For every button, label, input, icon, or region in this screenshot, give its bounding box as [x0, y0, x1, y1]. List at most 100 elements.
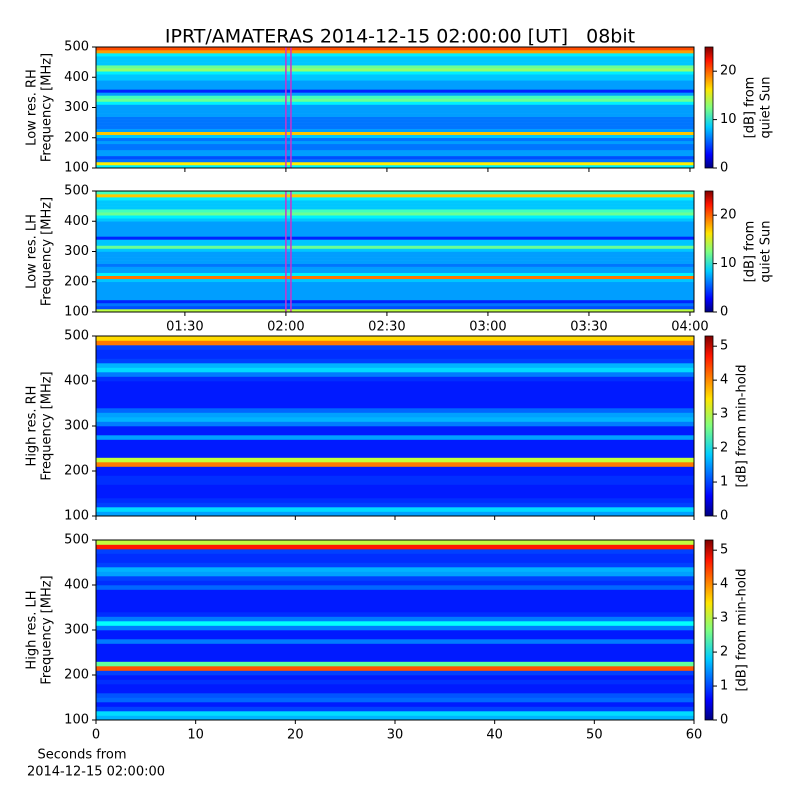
spectrum-band	[96, 65, 694, 69]
colorbar-tick-label: 4	[720, 577, 728, 592]
spectrum-band	[96, 340, 694, 346]
spectrum-band	[96, 643, 694, 649]
colorbar-tick-label: 3	[720, 611, 728, 626]
x-tick-label: 01:30	[166, 320, 203, 335]
spectrum-band	[96, 134, 694, 139]
y-tick-label: 300	[64, 623, 89, 638]
y-tick-label: 300	[64, 244, 89, 259]
spectrum-band	[96, 275, 694, 280]
spectrum-band	[96, 706, 694, 712]
spectrum-band	[96, 239, 694, 243]
spectrum-band	[96, 354, 694, 359]
spectrum-band	[96, 230, 694, 234]
spectrum-band	[96, 598, 694, 604]
spectrum-band	[96, 56, 694, 60]
spectrum-band	[96, 209, 694, 213]
spectrum-band	[96, 248, 694, 252]
colorbar-tick-label: 4	[720, 373, 728, 388]
spectrum-band	[96, 688, 694, 694]
spectrum-band	[96, 589, 694, 595]
spectrum-band	[96, 358, 694, 364]
colorbar-tick-label: 2	[720, 645, 728, 660]
spectrum-band	[96, 164, 694, 169]
y-axis-label: Frequency [MHz]	[40, 371, 55, 480]
colorbar-tick-label: 10	[720, 256, 737, 271]
y-axis-label: Frequency [MHz]	[40, 575, 55, 684]
y-axis-label: High res. RH	[25, 386, 40, 467]
spectrum-band	[96, 140, 694, 145]
spectrum-band	[96, 284, 694, 289]
colorbar-tick-label: 1	[720, 475, 728, 490]
y-tick-label: 100	[64, 161, 89, 176]
spectrum-band	[96, 281, 694, 286]
spectrum-band	[96, 137, 694, 142]
x-tick-label: 03:00	[469, 320, 506, 335]
y-axis-label: Low res. RH	[25, 69, 40, 146]
spectrum-band	[96, 648, 694, 653]
colorbar-label: [dB] from	[743, 77, 758, 139]
x-tick-label: 02:00	[267, 320, 304, 335]
spectrum-band	[96, 152, 694, 157]
spectrum-band	[96, 293, 694, 298]
spectrum-band	[96, 92, 694, 96]
spectrum-band	[96, 444, 694, 449]
spectrum-band	[96, 260, 694, 264]
spectrum-band	[96, 287, 694, 292]
x-tick-label: 0	[92, 728, 100, 743]
spectrum-band	[96, 540, 694, 545]
colorbar	[704, 539, 714, 721]
spectrum-band	[96, 666, 694, 671]
spectrum-band	[96, 403, 694, 409]
y-tick-label: 500	[64, 533, 89, 548]
spectrum-band	[96, 661, 694, 667]
colorbar-label: quiet Sun	[759, 220, 774, 282]
spectrum-band	[96, 408, 694, 413]
spectrum-band	[96, 390, 694, 395]
spectrum-band	[96, 544, 694, 550]
spectrum-band	[96, 257, 694, 261]
spectrum-band	[96, 399, 694, 404]
y-tick-label: 500	[64, 184, 89, 199]
spectrum-band	[96, 571, 694, 577]
spectrum-band	[96, 567, 694, 572]
colorbar-tick-label: 10	[720, 112, 737, 127]
spectrum-band	[96, 269, 694, 273]
spectrum-band	[96, 203, 694, 207]
colorbar-tick-label: 2	[720, 441, 728, 456]
spectrum-band	[96, 227, 694, 231]
spectrum-band	[96, 95, 694, 99]
colorbar-label: [dB] from min-hold	[735, 568, 750, 691]
spectrum-band	[96, 161, 694, 166]
spectrum-band	[96, 381, 694, 386]
spectrum-band	[96, 576, 694, 581]
spectrum-band	[96, 272, 694, 276]
spectrum-band	[96, 453, 694, 458]
spectrum-band	[96, 68, 694, 72]
y-axis-label: High res. LH	[25, 590, 40, 669]
x-axis-label: Seconds from	[37, 748, 126, 763]
y-tick-label: 500	[64, 40, 89, 55]
spectrum-band	[96, 634, 694, 640]
x-tick-label: 04:00	[671, 320, 708, 335]
y-tick-label: 400	[64, 578, 89, 593]
spectrum-band	[96, 466, 694, 472]
y-axis-label: Frequency [MHz]	[40, 197, 55, 306]
spectrum-band	[96, 107, 694, 111]
spectrum-band	[96, 212, 694, 216]
spectrum-band	[96, 630, 694, 635]
spectrum-band	[96, 585, 694, 590]
spectrum-band	[96, 625, 694, 631]
spectrum-band	[96, 439, 694, 445]
spectrum-band	[96, 197, 694, 201]
chart-title: IPRT/AMATERAS 2014-12-15 02:00:00 [UT] 0…	[165, 26, 635, 48]
spectrum-band	[96, 684, 694, 689]
spectrum-band	[96, 412, 694, 418]
colorbar-tick-label: 0	[720, 713, 728, 728]
y-tick-label: 300	[64, 100, 89, 115]
spectrum-band	[96, 131, 694, 136]
spectrum-band	[96, 417, 694, 422]
colorbar-tick-label: 0	[720, 305, 728, 320]
spectrum-band	[96, 113, 694, 117]
spectrum-band	[96, 336, 694, 341]
